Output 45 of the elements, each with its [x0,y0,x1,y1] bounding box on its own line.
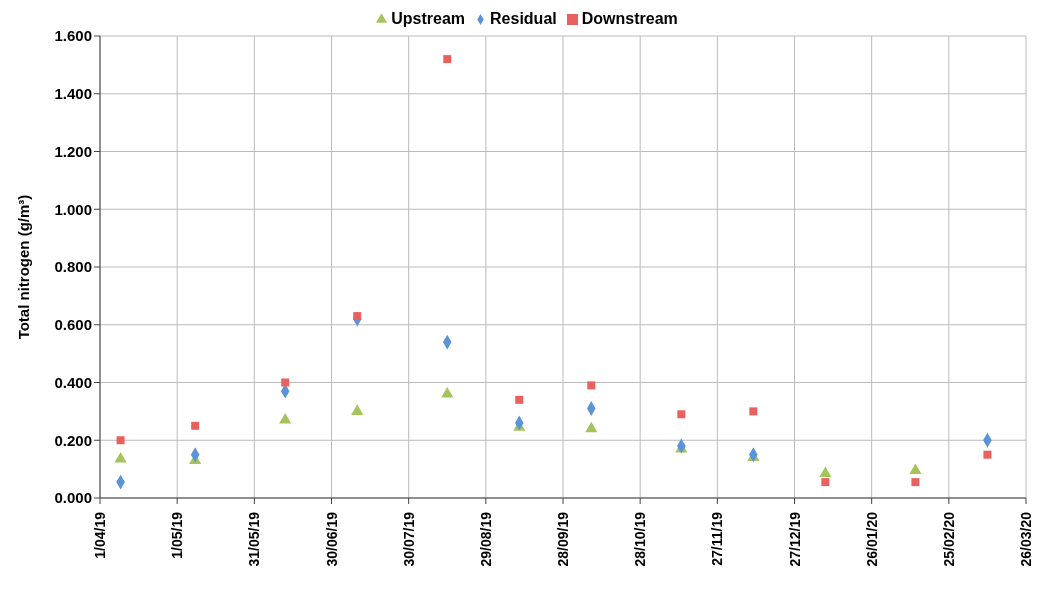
legend-label: Upstream [391,10,466,27]
x-tick-label: 1/04/19 [92,511,108,559]
point [114,452,127,463]
y-tick-label: 0.600 [54,316,92,334]
x-tick-label: 25/02/20 [940,511,957,567]
point [911,478,920,487]
point [749,407,758,416]
y-tick-label: 1.200 [54,142,92,160]
legend-label: Residual [490,10,557,27]
y-tick-label: 0.200 [54,431,92,449]
x-tick-label: 26/03/20 [1018,511,1034,567]
y-tick-label: 1.600 [54,27,92,45]
point [819,466,832,477]
point [677,410,686,419]
x-tick-label: 27/12/19 [786,511,803,567]
point [821,478,830,487]
point [515,395,524,404]
point [909,463,922,475]
x-tick-label: 31/05/19 [246,511,263,567]
y-tick-label: 1.000 [54,200,92,218]
y-tick-label: 0.800 [54,258,92,276]
point [191,421,200,430]
y-tick-label: 1.400 [54,85,92,103]
point [587,381,596,390]
point [983,450,992,459]
point [353,312,362,321]
point [281,378,290,387]
point [279,413,292,424]
y-tick-label: 0.400 [54,373,92,391]
x-tick-label: 26/01/20 [863,511,880,567]
y-axis-title: Total nitrogen (g/m³) [15,194,33,340]
x-tick-label: 1/05/19 [169,511,186,559]
y-tick-label: 0.000 [54,489,92,507]
point [351,404,364,415]
x-tick-label: 27/11/19 [709,511,726,566]
legend-label: Downstream [581,10,678,27]
x-tick-label: 28/09/19 [555,511,571,567]
point [116,436,125,445]
point [585,421,598,433]
x-tick-label: 30/07/19 [400,511,417,567]
x-tick-label: 29/08/19 [477,511,494,567]
x-tick-label: 30/06/19 [323,511,340,567]
point [443,55,452,64]
point [441,387,454,398]
x-tick-label: 28/10/19 [632,511,649,567]
